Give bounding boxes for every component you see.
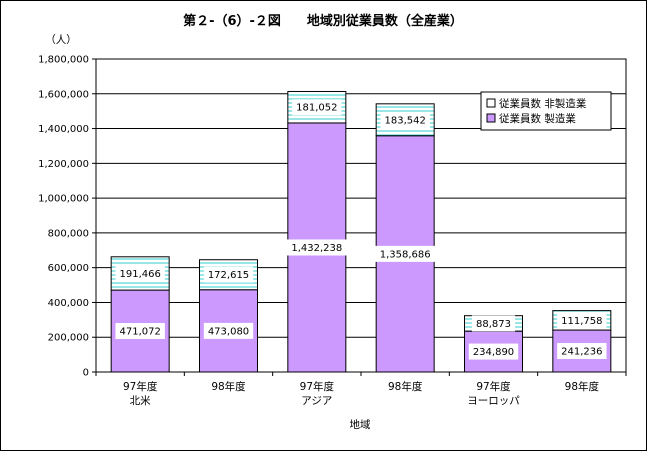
x-category-label: 97年度 (300, 380, 335, 393)
y-axis-unit-label: （人） (45, 34, 77, 46)
y-tick-label: 1,200,000 (38, 159, 89, 170)
data-label-box (292, 99, 342, 116)
y-tick-label: 1,400,000 (38, 124, 89, 135)
data-label-box (115, 323, 165, 340)
y-tick-label: 1,000,000 (38, 194, 89, 205)
y-tick-label: 200,000 (48, 333, 89, 344)
data-label: 191,466 (119, 269, 160, 280)
data-label: 88,873 (476, 319, 511, 330)
x-axis-title: 地域 (350, 418, 371, 431)
y-tick-label: 400,000 (48, 298, 89, 309)
legend-label: 従業員数 製造業 (499, 112, 576, 125)
x-category-label: 97年度 (476, 380, 511, 393)
y-tick-label: 800,000 (48, 228, 89, 239)
data-label-box (557, 312, 607, 329)
data-label-box (203, 322, 254, 339)
data-label-box (471, 315, 516, 332)
legend-swatch (486, 98, 496, 108)
data-label: 234,890 (473, 347, 514, 358)
axes: 0 200,000 400,000 600,000 800,000 1,000,000 1,… (38, 55, 627, 407)
legend-swatch (486, 113, 496, 123)
x-category-label: 98年度 (388, 380, 423, 393)
legend-label: 従業員数 非製造業 (499, 97, 587, 110)
data-label-box (468, 343, 519, 360)
chart-title: 第２-（6）-２図 地域別従業員数（全産業） (183, 13, 463, 29)
data-label: 1,358,686 (380, 249, 431, 260)
data-label-box (557, 343, 607, 360)
x-category-label: 97年度 (123, 380, 158, 393)
data-label-box (380, 111, 430, 128)
data-label: 471,072 (119, 327, 160, 338)
y-tick-label: 600,000 (48, 263, 89, 274)
bars: 471,072 191,466 473,080 172,615 1,432,238 181… (110, 90, 612, 373)
y-tick-label: 1,800,000 (38, 55, 89, 66)
data-label-box (285, 239, 348, 256)
y-tick-label: 0 (83, 368, 89, 379)
data-label: 111,758 (561, 316, 602, 327)
x-category-label: 98年度 (211, 380, 246, 393)
data-label-box (203, 266, 254, 283)
data-label: 181,052 (296, 103, 337, 114)
data-label: 172,615 (208, 270, 249, 281)
data-label: 1,432,238 (291, 243, 342, 254)
data-label-box (374, 245, 437, 262)
data-label-box (115, 265, 165, 282)
x-category-group-label: アジア (301, 395, 332, 407)
x-category-label: 98年度 (565, 380, 600, 393)
data-label: 183,542 (384, 115, 425, 126)
data-label: 241,236 (561, 347, 602, 358)
data-label: 473,080 (208, 326, 249, 337)
y-tick-label: 1,600,000 (38, 89, 89, 100)
x-category-group-label: ヨーロッパ (467, 395, 520, 407)
x-category-group-label: 北米 (130, 394, 151, 407)
legend-box (480, 91, 612, 131)
